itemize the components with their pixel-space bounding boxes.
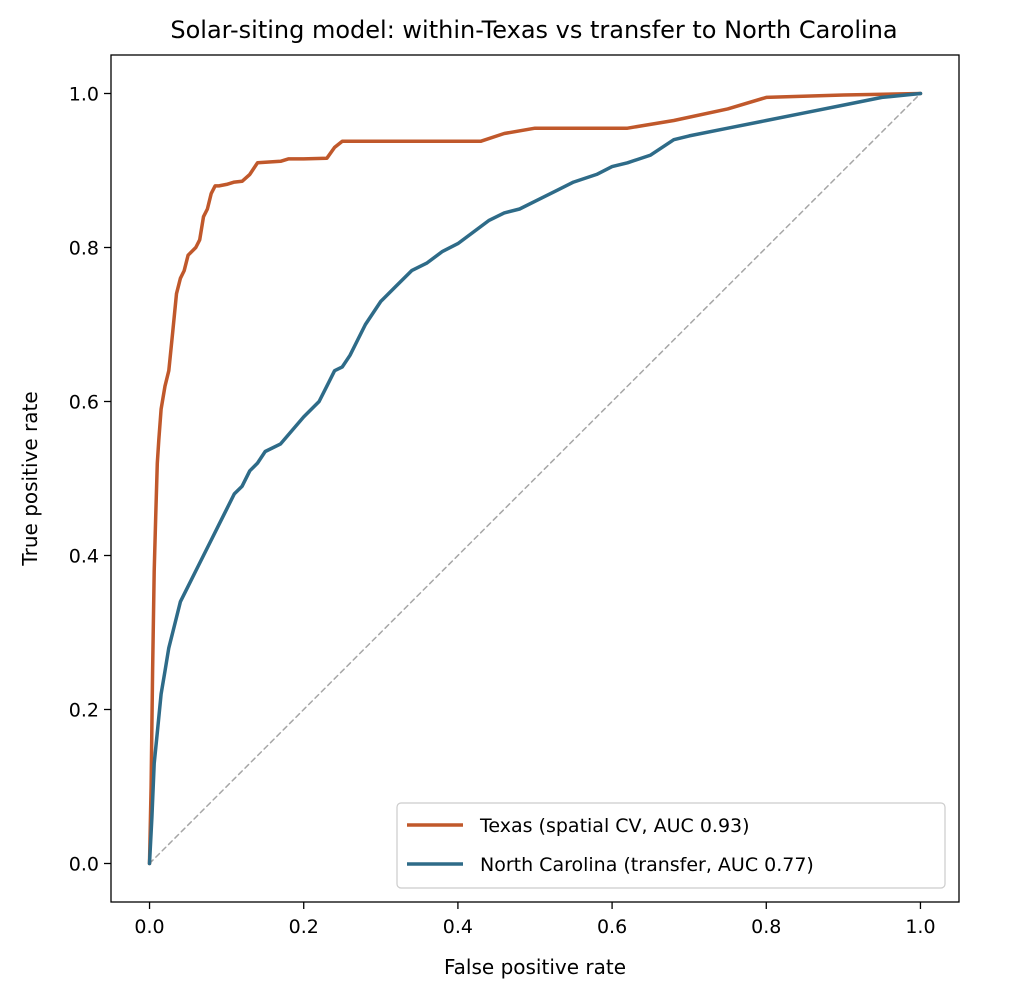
x-tick-label: 1.0 bbox=[905, 916, 935, 938]
y-tick-label: 0.8 bbox=[69, 238, 99, 260]
axis-ticks: 0.0 0.2 0.4 0.6 0.8 1.0 0.0 0.2 0.4 0.6 0.8 1.0 bbox=[69, 84, 936, 939]
x-tick-label: 0.8 bbox=[751, 916, 781, 938]
legend-box bbox=[396, 802, 946, 889]
legend: Texas (spatial CV, AUC 0.93) North Caroli… bbox=[396, 802, 946, 889]
x-tick-label: 0.4 bbox=[443, 916, 473, 938]
y-axis-label: True positive rate bbox=[18, 391, 42, 566]
x-tick-label: 0.0 bbox=[134, 916, 164, 938]
plot-area bbox=[147, 91, 923, 866]
x-axis-label: False positive rate bbox=[444, 955, 626, 979]
x-tick-label: 0.2 bbox=[289, 916, 319, 938]
y-tick-label: 0.2 bbox=[69, 700, 99, 722]
x-tick-label: 0.6 bbox=[597, 916, 627, 938]
series-line-0 bbox=[147, 91, 923, 866]
legend-label: North Carolina (transfer, AUC 0.77) bbox=[480, 854, 814, 876]
y-tick-label: 0.0 bbox=[69, 854, 99, 876]
plot-frame bbox=[110, 54, 960, 903]
y-tick-label: 0.6 bbox=[69, 392, 99, 414]
y-tick-label: 0.4 bbox=[69, 546, 99, 568]
legend-label: Texas (spatial CV, AUC 0.93) bbox=[479, 815, 750, 837]
series-line-1 bbox=[147, 91, 923, 866]
chance-diagonal-line bbox=[148, 92, 922, 865]
y-tick-label: 1.0 bbox=[69, 84, 99, 106]
chart-title: Solar-siting model: within-Texas vs tran… bbox=[170, 16, 897, 44]
